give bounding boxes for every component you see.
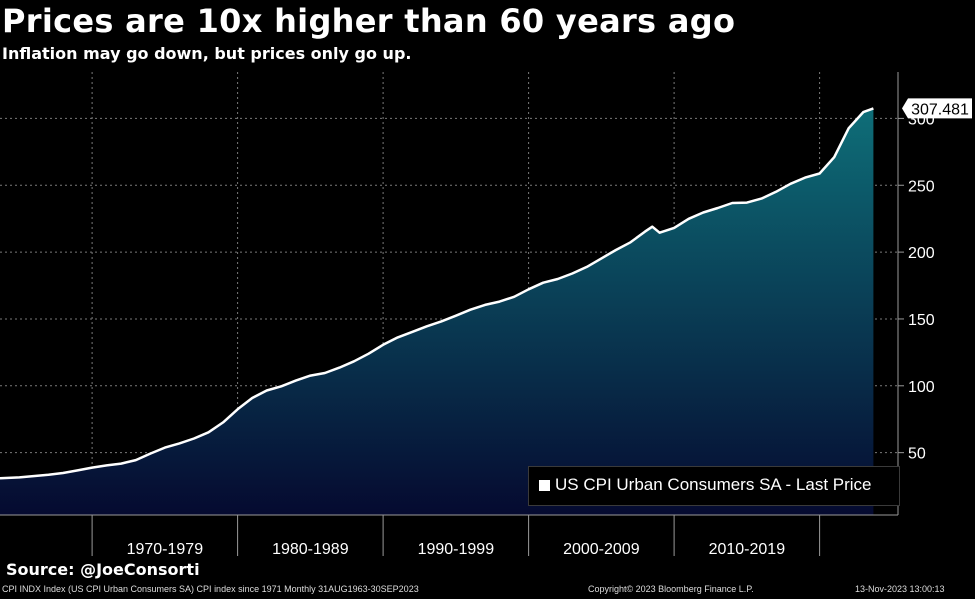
x-tick-label: 2000-2009 — [563, 541, 640, 558]
x-tick-label: 1970-1979 — [127, 541, 204, 558]
x-tick-label: 1990-1999 — [418, 541, 495, 558]
last-value-label: 307.481 — [911, 101, 969, 118]
chart-subtitle: Inflation may go down, but prices only g… — [2, 44, 412, 63]
y-tick-label: 100 — [908, 379, 935, 396]
x-tick-label: 2010-2019 — [709, 541, 786, 558]
y-tick-label: 200 — [908, 245, 935, 262]
x-tick-label: 1980-1989 — [272, 541, 349, 558]
series-area-layer — [0, 107, 874, 516]
footer-description: CPI INDX Index (US CPI Urban Consumers S… — [2, 584, 419, 594]
last-value-badge — [902, 98, 972, 119]
axes — [0, 72, 904, 556]
y-tick-label: 250 — [908, 178, 935, 195]
series-area — [0, 108, 874, 516]
chart-title: Prices are 10x higher than 60 years ago — [2, 2, 736, 40]
last-value-marker: 307.481 — [902, 98, 972, 119]
source-credit: Source: @JoeConsorti — [6, 560, 200, 579]
legend-label: US CPI Urban Consumers SA - Last Price — [555, 475, 872, 494]
legend: US CPI Urban Consumers SA - Last Price — [528, 466, 900, 506]
series-line — [0, 107, 874, 480]
legend-swatch — [539, 480, 550, 491]
footer-timestamp: 13-Nov-2023 13:00:13 — [855, 584, 945, 594]
y-tick-label: 50 — [908, 446, 926, 463]
footer-copyright: Copyright© 2023 Bloomberg Finance L.P. — [588, 584, 754, 594]
y-tick-label: 150 — [908, 312, 935, 329]
